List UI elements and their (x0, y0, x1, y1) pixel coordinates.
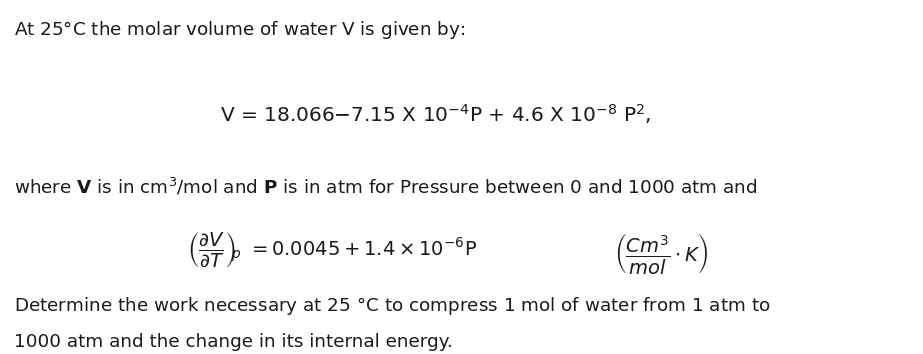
Text: where $\bf{V}$ is in cm$^3$/mol and $\bf{P}$ is in atm for Pressure between 0 an: where $\bf{V}$ is in cm$^3$/mol and $\bf… (14, 176, 758, 198)
Text: Determine the work necessary at 25 $\mathregular{°}$C to compress 1 mol of water: Determine the work necessary at 25 $\mat… (14, 295, 771, 317)
Text: $\left(\dfrac{Cm^3}{mol} \cdot K\right)$: $\left(\dfrac{Cm^3}{mol} \cdot K\right)$ (615, 231, 709, 276)
Text: 1000 atm and the change in its internal energy.: 1000 atm and the change in its internal … (14, 333, 453, 351)
Text: $\left(\dfrac{\partial V}{\partial T}\right)_{\!\!p}$ $= 0.0045 + 1.4 \times 10^: $\left(\dfrac{\partial V}{\partial T}\ri… (187, 231, 477, 269)
Text: V = 18.066$-$7.15 X 10$^{-4}$P + 4.6 X 10$^{-8}$ P$^{2}$,: V = 18.066$-$7.15 X 10$^{-4}$P + 4.6 X 1… (221, 102, 652, 126)
Text: At 25$\mathregular{°}$C the molar volume of water V is given by:: At 25$\mathregular{°}$C the molar volume… (14, 19, 465, 41)
